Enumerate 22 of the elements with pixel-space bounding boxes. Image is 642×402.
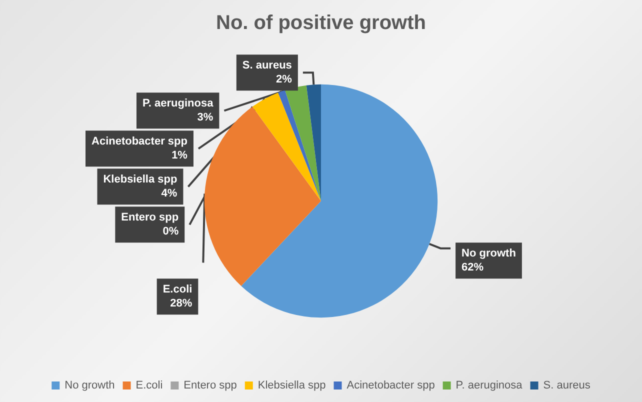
slice-label: S. aureus [242, 60, 292, 72]
legend-label: S. aureus [543, 380, 591, 392]
data-label: 4% [161, 188, 178, 200]
legend-label: E.coli [136, 380, 163, 392]
legend-label: Klebsiella spp [258, 380, 326, 392]
slice-label: E.coli [162, 284, 192, 296]
chart-title: No. of positive growth [216, 12, 426, 34]
data-label: 62% [462, 262, 484, 274]
legend-label: Entero spp [184, 380, 237, 392]
slice-label: Klebsiella spp [103, 174, 178, 186]
data-label: 2% [276, 74, 292, 86]
legend-label: No growth [64, 380, 115, 392]
legend-label: P. aeruginosa [456, 380, 524, 392]
category-label: Entero spp [121, 212, 179, 224]
slice-label: No growth [462, 248, 516, 260]
data-label: 1% [172, 150, 188, 162]
data-label: 3% [197, 112, 214, 124]
data-label: 28% [170, 298, 192, 310]
slice-label: P. aeruginosa [142, 98, 214, 110]
text: 0% [162, 226, 179, 238]
legend-label: Acinetobacter spp [346, 380, 435, 392]
slice-label: Acinetobacter spp [92, 136, 188, 148]
